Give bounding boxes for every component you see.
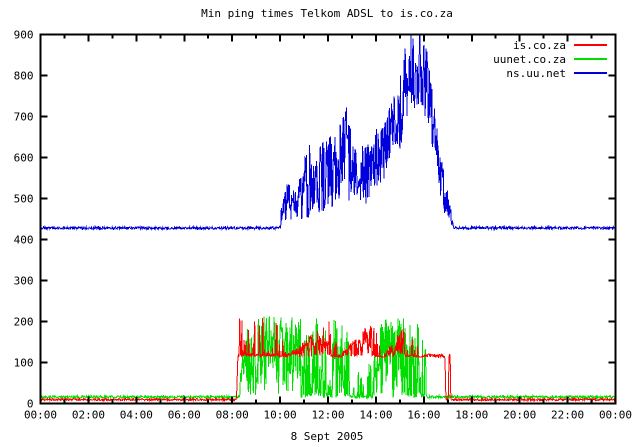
y-tick-label: 400 — [14, 234, 34, 247]
legend-label: ns.uu.net — [506, 67, 566, 80]
x-tick-label: 04:00 — [120, 409, 153, 422]
legend-label: uunet.co.za — [493, 53, 566, 66]
x-tick-label: 08:00 — [216, 409, 249, 422]
y-tick-label: 0 — [27, 398, 34, 411]
chart-title: Min ping times Telkom ADSL to is.co.za — [201, 7, 453, 20]
x-tick-label: 00:00 — [24, 409, 57, 422]
x-tick-label: 18:00 — [455, 409, 488, 422]
y-tick-label: 900 — [14, 29, 34, 42]
series-line-uunet.co.za — [40, 316, 616, 401]
x-tick-label: 20:00 — [503, 409, 536, 422]
legend-item: is.co.za — [513, 39, 607, 52]
y-tick-label: 600 — [14, 152, 34, 165]
y-tick-label: 300 — [14, 275, 34, 288]
plot-area: 00:00 02:00 04:00 06:00 08:00 10:00 12:00 14:00… — [14, 29, 632, 422]
x-tick-label: 06:00 — [168, 409, 201, 422]
legend-label: is.co.za — [513, 39, 566, 52]
x-tick-label: 12:00 — [311, 409, 344, 422]
x-tick-label: 16:00 — [407, 409, 440, 422]
y-tick-label: 500 — [14, 193, 34, 206]
y-tick-label: 200 — [14, 316, 34, 329]
date-label: 8 Sept 2005 — [291, 430, 364, 443]
x-tick-label: 22:00 — [551, 409, 584, 422]
x-tick-label: 14:00 — [359, 409, 392, 422]
legend-item: ns.uu.net — [506, 67, 607, 80]
series-line-ns.uu.net — [40, 34, 616, 232]
y-tick-label: 700 — [14, 111, 34, 124]
legend-item: uunet.co.za — [493, 53, 607, 66]
x-tick-label: 02:00 — [72, 409, 105, 422]
y-tick-label: 100 — [14, 357, 34, 370]
x-tick-label: 10:00 — [264, 409, 297, 422]
y-tick-label: 800 — [14, 70, 34, 83]
x-tick-label: 00:00 — [599, 409, 632, 422]
